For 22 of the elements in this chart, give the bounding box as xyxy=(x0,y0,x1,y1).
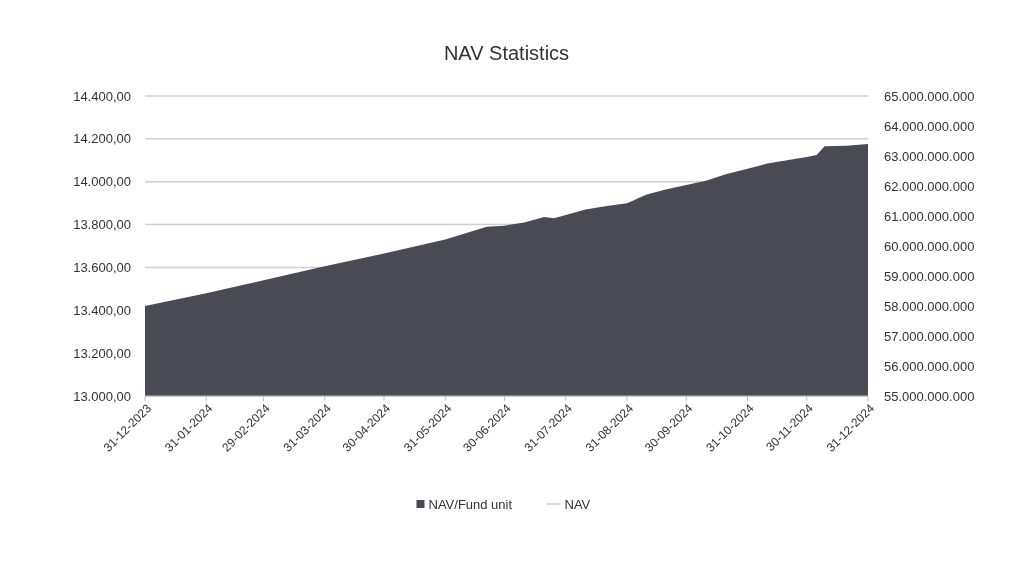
y2-tick-label: 55.000.000.000 xyxy=(884,388,975,404)
y-tick-label: 14.000,00 xyxy=(73,174,131,190)
legend-label: NAV/Fund unit xyxy=(428,496,513,512)
y-tick-label: 14.200,00 xyxy=(73,131,131,147)
y2-tick-label: 63.000.000.000 xyxy=(884,148,975,164)
y-tick-label: 14.400,00 xyxy=(73,88,131,104)
y-tick-label: 13.200,00 xyxy=(73,345,131,361)
y-tick-label: 13.000,00 xyxy=(73,388,131,404)
y2-tick-label: 61.000.000.000 xyxy=(884,208,975,224)
y2-tick-label: 59.000.000.000 xyxy=(884,268,975,284)
y2-tick-label: 58.000.000.000 xyxy=(884,298,975,314)
y2-tick-label: 56.000.000.000 xyxy=(884,358,975,374)
chart-title: NAV Statistics xyxy=(443,42,570,64)
y-tick-label: 13.600,00 xyxy=(73,259,131,275)
y2-tick-label: 65.000.000.000 xyxy=(884,88,975,104)
legend-label: NAV xyxy=(564,496,591,512)
y2-tick-label: 64.000.000.000 xyxy=(884,118,975,134)
y2-tick-label: 57.000.000.000 xyxy=(884,328,975,344)
y2-tick-label: 62.000.000.000 xyxy=(884,178,975,194)
y2-tick-label: 60.000.000.000 xyxy=(884,238,975,254)
y-tick-label: 13.800,00 xyxy=(73,217,131,233)
y-tick-label: 13.400,00 xyxy=(73,302,131,318)
